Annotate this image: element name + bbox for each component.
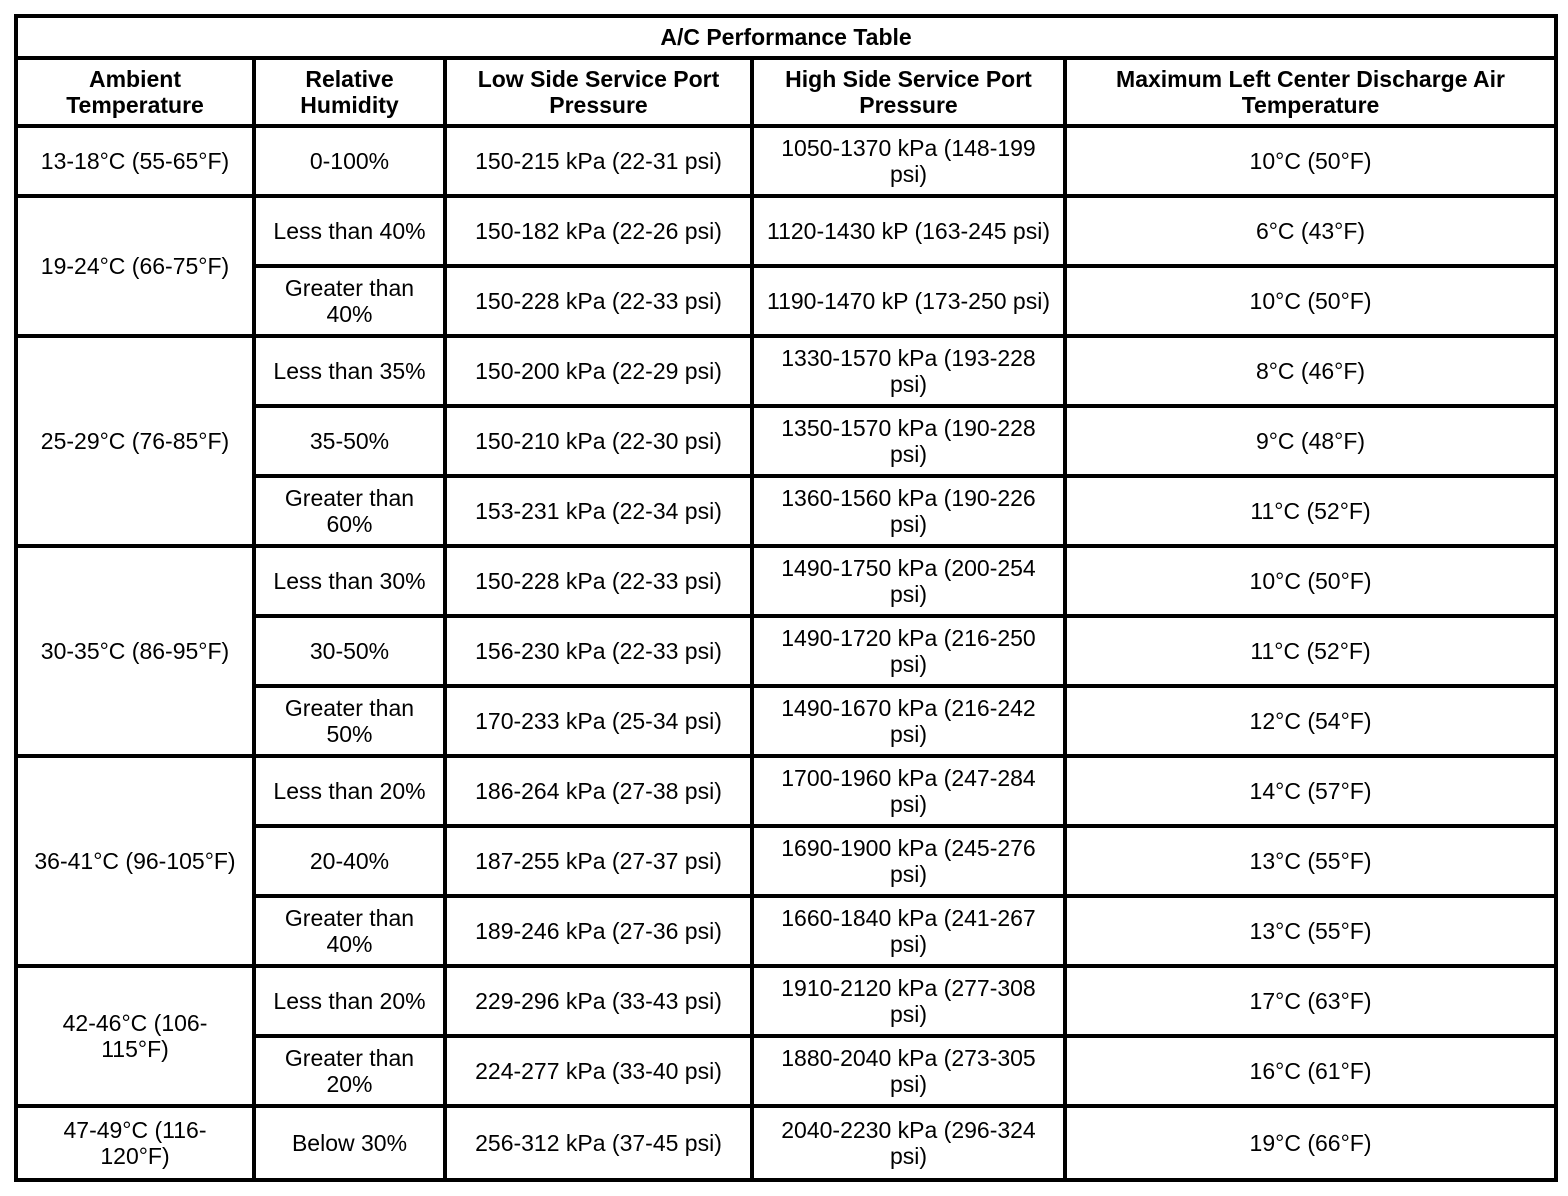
relative-humidity-cell: Less than 20% — [252, 754, 447, 828]
ambient-temperature-cell: 36-41°C (96-105°F) — [14, 754, 256, 968]
high-side-pressure-cell: 1350-1570 kPa (190-228 psi) — [750, 404, 1067, 478]
table-row: 30-50% 156-230 kPa (22-33 psi) 1490-1720… — [16, 614, 1559, 688]
discharge-temperature-cell: 9°C (48°F) — [1062, 404, 1559, 478]
high-side-pressure-cell: 1690-1900 kPa (245-276 psi) — [750, 824, 1067, 898]
relative-humidity-cell: Less than 30% — [252, 544, 447, 618]
low-side-pressure-cell: 229-296 kPa (33-43 psi) — [443, 964, 754, 1038]
discharge-temperature-cell: 10°C (50°F) — [1062, 264, 1559, 338]
low-side-pressure-cell: 150-215 kPa (22-31 psi) — [443, 124, 754, 198]
low-side-pressure-cell: 150-182 kPa (22-26 psi) — [443, 194, 754, 268]
table-title: A/C Performance Table — [13, 14, 1559, 60]
discharge-temperature-cell: 13°C (55°F) — [1062, 824, 1559, 898]
discharge-temperature-cell: 19°C (66°F) — [1062, 1104, 1559, 1182]
high-side-pressure-cell: 1050-1370 kPa (148-199 psi) — [750, 124, 1067, 198]
discharge-temperature-cell: 6°C (43°F) — [1062, 194, 1559, 268]
low-side-pressure-cell: 189-246 kPa (27-36 psi) — [443, 894, 754, 968]
high-side-pressure-cell: 1360-1560 kPa (190-226 psi) — [750, 474, 1067, 548]
high-side-pressure-cell: 1660-1840 kPa (241-267 psi) — [750, 894, 1067, 968]
low-side-pressure-cell: 156-230 kPa (22-33 psi) — [443, 614, 754, 688]
discharge-temperature-cell: 14°C (57°F) — [1062, 754, 1559, 828]
col-header-max-discharge-temperature: Maximum Left Center Discharge Air Temper… — [1062, 56, 1559, 128]
discharge-temperature-cell: 17°C (63°F) — [1062, 964, 1559, 1038]
discharge-temperature-cell: 11°C (52°F) — [1062, 614, 1559, 688]
low-side-pressure-cell: 150-210 kPa (22-30 psi) — [443, 404, 754, 478]
discharge-temperature-cell: 13°C (55°F) — [1062, 894, 1559, 968]
relative-humidity-cell: Greater than 40% — [252, 894, 447, 968]
table-row: Greater than 50% 170-233 kPa (25-34 psi)… — [16, 684, 1559, 758]
high-side-pressure-cell: 1120-1430 kP (163-245 psi) — [750, 194, 1067, 268]
col-header-ambient-temperature: Ambient Temperature — [14, 56, 256, 128]
low-side-pressure-cell: 256-312 kPa (37-45 psi) — [443, 1104, 754, 1182]
table-title-row: A/C Performance Table — [13, 14, 1559, 60]
high-side-pressure-cell: 1490-1750 kPa (200-254 psi) — [750, 544, 1067, 618]
discharge-temperature-cell: 10°C (50°F) — [1062, 544, 1559, 618]
high-side-pressure-cell: 1330-1570 kPa (193-228 psi) — [750, 334, 1067, 408]
table-row: 25-29°C (76-85°F) Less than 35% 150-200 … — [14, 334, 1559, 548]
low-side-pressure-cell: 150-228 kPa (22-33 psi) — [443, 544, 754, 618]
relative-humidity-cell: Less than 35% — [252, 334, 447, 408]
ambient-temperature-cell: 19-24°C (66-75°F) — [14, 194, 256, 338]
col-header-low-side-pressure: Low Side Service Port Pressure — [443, 56, 754, 128]
high-side-pressure-cell: 2040-2230 kPa (296-324 psi) — [750, 1104, 1067, 1182]
relative-humidity-cell: Below 30% — [252, 1104, 447, 1182]
table-row: 19-24°C (66-75°F) Less than 40% 150-182 … — [14, 194, 1559, 338]
table-row: 30-35°C (86-95°F) Less than 30% 150-228 … — [14, 544, 1559, 758]
high-side-pressure-cell: 1910-2120 kPa (277-308 psi) — [750, 964, 1067, 1038]
high-side-pressure-cell: 1700-1960 kPa (247-284 psi) — [750, 754, 1067, 828]
relative-humidity-cell: 35-50% — [252, 404, 447, 478]
high-side-pressure-cell: 1880-2040 kPa (273-305 psi) — [750, 1034, 1067, 1108]
low-side-pressure-cell: 150-200 kPa (22-29 psi) — [443, 334, 754, 408]
high-side-pressure-cell: 1490-1670 kPa (216-242 psi) — [750, 684, 1067, 758]
table-header-row: Ambient Temperature Relative Humidity Lo… — [14, 56, 1559, 128]
ambient-temperature-cell: 25-29°C (76-85°F) — [14, 334, 256, 548]
relative-humidity-cell: Greater than 50% — [252, 684, 447, 758]
discharge-temperature-cell: 12°C (54°F) — [1062, 684, 1559, 758]
relative-humidity-cell: Less than 40% — [252, 194, 447, 268]
relative-humidity-cell: 20-40% — [252, 824, 447, 898]
table-row: 13-18°C (55-65°F) 0-100% 150-215 kPa (22… — [14, 124, 1559, 198]
ambient-temperature-cell: 47-49°C (116-120°F) — [14, 1104, 256, 1182]
table-row: Greater than 20% 224-277 kPa (33-40 psi)… — [16, 1034, 1559, 1108]
table-row: 20-40% 187-255 kPa (27-37 psi) 1690-1900… — [16, 824, 1559, 898]
discharge-temperature-cell: 11°C (52°F) — [1062, 474, 1559, 548]
low-side-pressure-cell: 170-233 kPa (25-34 psi) — [443, 684, 754, 758]
ambient-temperature-cell: 42-46°C (106-115°F) — [14, 964, 256, 1108]
table-row: 42-46°C (106-115°F) Less than 20% 229-29… — [14, 964, 1559, 1108]
discharge-temperature-cell: 8°C (46°F) — [1062, 334, 1559, 408]
discharge-temperature-cell: 16°C (61°F) — [1062, 1034, 1559, 1108]
discharge-temperature-cell: 10°C (50°F) — [1062, 124, 1559, 198]
low-side-pressure-cell: 187-255 kPa (27-37 psi) — [443, 824, 754, 898]
low-side-pressure-cell: 186-264 kPa (27-38 psi) — [443, 754, 754, 828]
low-side-pressure-cell: 150-228 kPa (22-33 psi) — [443, 264, 754, 338]
relative-humidity-cell: 0-100% — [252, 124, 447, 198]
table-row: Greater than 40% 150-228 kPa (22-33 psi)… — [16, 264, 1559, 338]
low-side-pressure-cell: 224-277 kPa (33-40 psi) — [443, 1034, 754, 1108]
relative-humidity-cell: Greater than 20% — [252, 1034, 447, 1108]
table-row: 36-41°C (96-105°F) Less than 20% 186-264… — [14, 754, 1559, 968]
col-header-high-side-pressure: High Side Service Port Pressure — [750, 56, 1067, 128]
relative-humidity-cell: Less than 20% — [252, 964, 447, 1038]
table-row: 47-49°C (116-120°F) Below 30% 256-312 kP… — [14, 1104, 1559, 1182]
ambient-temperature-cell: 13-18°C (55-65°F) — [14, 124, 256, 198]
low-side-pressure-cell: 153-231 kPa (22-34 psi) — [443, 474, 754, 548]
col-header-relative-humidity: Relative Humidity — [252, 56, 447, 128]
table-row: Greater than 60% 153-231 kPa (22-34 psi)… — [16, 474, 1559, 548]
ambient-temperature-cell: 30-35°C (86-95°F) — [14, 544, 256, 758]
table-row: 35-50% 150-210 kPa (22-30 psi) 1350-1570… — [16, 404, 1559, 478]
ac-performance-table: A/C Performance Table Ambient Temperatur… — [13, 14, 1559, 1182]
relative-humidity-cell: 30-50% — [252, 614, 447, 688]
high-side-pressure-cell: 1490-1720 kPa (216-250 psi) — [750, 614, 1067, 688]
high-side-pressure-cell: 1190-1470 kP (173-250 psi) — [750, 264, 1067, 338]
table-row: Greater than 40% 189-246 kPa (27-36 psi)… — [16, 894, 1559, 968]
relative-humidity-cell: Greater than 40% — [252, 264, 447, 338]
relative-humidity-cell: Greater than 60% — [252, 474, 447, 548]
